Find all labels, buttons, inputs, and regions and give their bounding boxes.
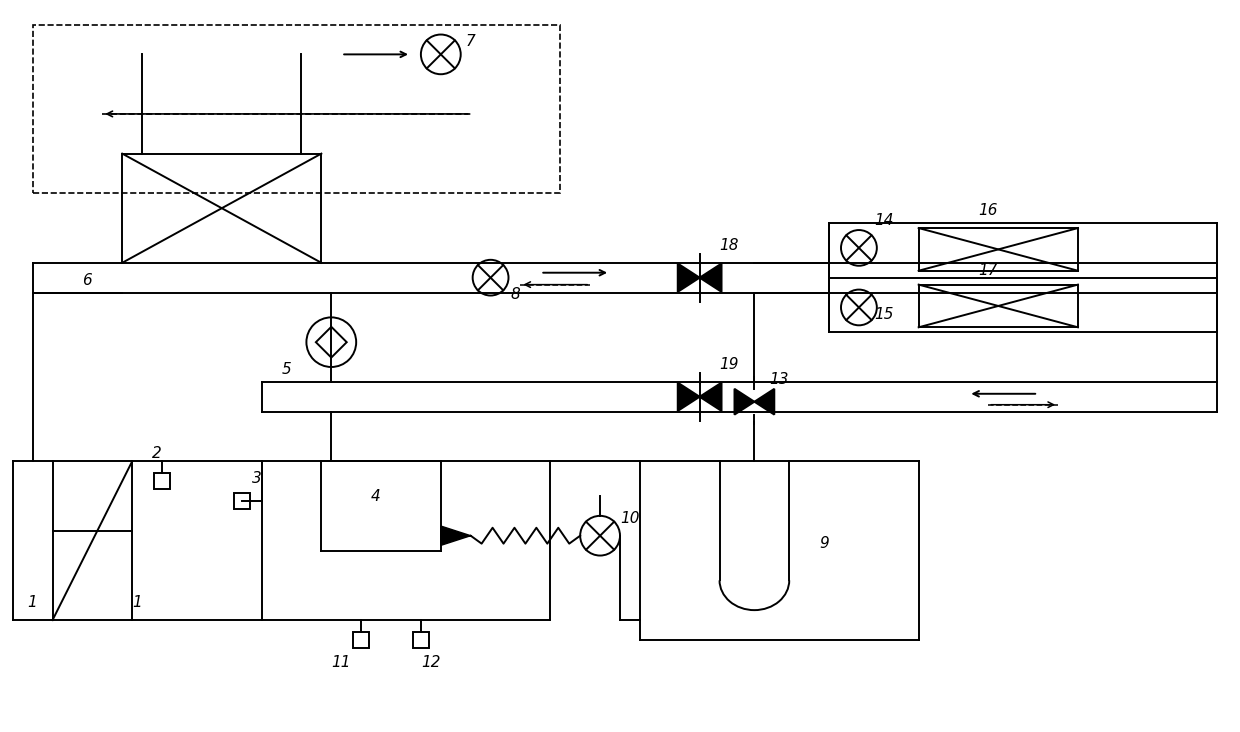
Polygon shape	[754, 389, 774, 414]
Text: 12: 12	[420, 654, 440, 670]
Polygon shape	[699, 264, 722, 292]
Bar	[123, 154, 321, 263]
Text: 17: 17	[978, 263, 998, 277]
Bar	[233, 493, 249, 509]
Polygon shape	[699, 383, 722, 411]
Text: 6: 6	[82, 272, 92, 288]
Text: 7: 7	[466, 34, 475, 50]
Text: 16: 16	[978, 203, 998, 218]
Bar	[32, 25, 560, 193]
Text: 1: 1	[133, 595, 141, 610]
Text: 3: 3	[252, 471, 262, 486]
Bar	[154, 473, 170, 489]
Text: 15: 15	[874, 307, 893, 322]
Polygon shape	[678, 264, 699, 292]
Text: 14: 14	[874, 213, 893, 228]
Polygon shape	[734, 389, 754, 414]
Bar	[919, 228, 1078, 271]
Text: 19: 19	[719, 357, 739, 372]
Text: 13: 13	[769, 372, 789, 386]
Text: 5: 5	[281, 362, 291, 377]
Text: 11: 11	[331, 654, 351, 670]
Text: 9: 9	[820, 536, 828, 550]
Bar	[919, 285, 1078, 327]
Bar	[413, 632, 429, 648]
Text: 2: 2	[153, 447, 162, 461]
Text: 18: 18	[719, 238, 739, 253]
Text: 8: 8	[511, 288, 521, 302]
Bar	[353, 632, 370, 648]
Polygon shape	[440, 526, 471, 545]
Polygon shape	[678, 383, 699, 411]
Text: 4: 4	[371, 489, 381, 504]
Text: 10: 10	[620, 511, 640, 526]
Text: 1: 1	[27, 595, 37, 610]
